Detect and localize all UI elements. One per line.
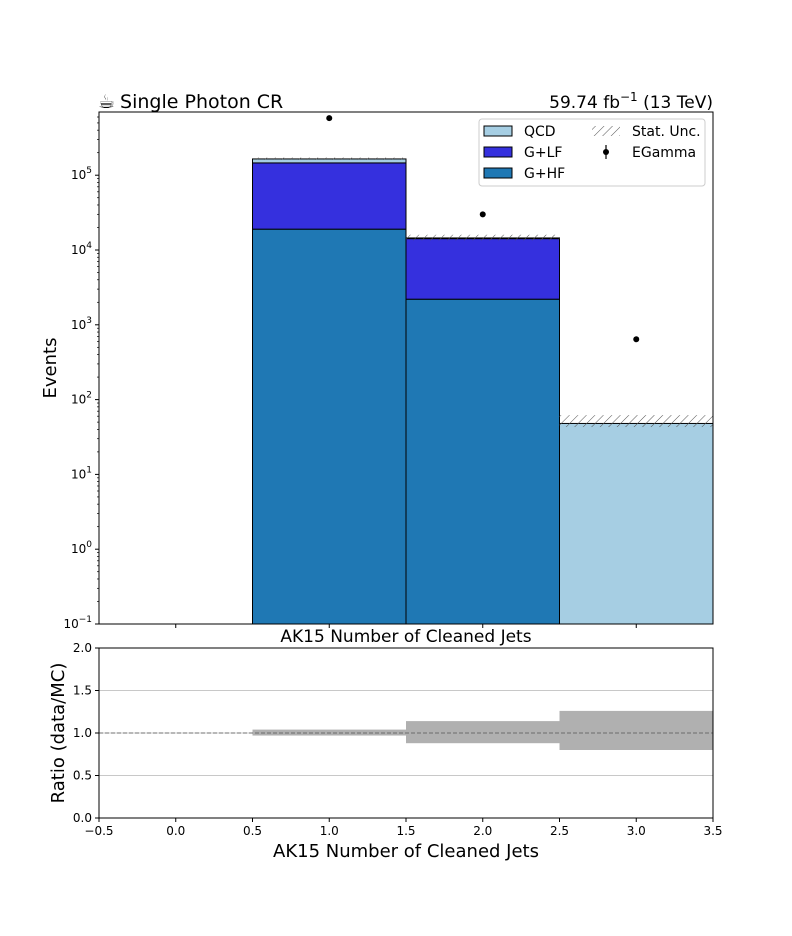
bar-qcd-bin-3 xyxy=(559,422,714,625)
legend-label-glf: G+LF xyxy=(524,145,562,161)
ratio-y-tick-label-2: 1.0 xyxy=(73,726,92,740)
coffee-cup-icon: ☕ xyxy=(98,91,115,113)
ratio-y-tick-label-4: 2.0 xyxy=(73,641,92,655)
main-y-tick-label-2: 101 xyxy=(71,465,92,481)
main-y-tick-label-0: 10−1 xyxy=(63,615,92,631)
legend-label-ghf: G+HF xyxy=(524,166,565,182)
bar-g-lf-bin-1 xyxy=(252,162,407,230)
main-y-tick-label-3: 102 xyxy=(71,391,92,407)
bar-g-hf-bin-2 xyxy=(405,298,560,625)
bar-g-lf-bin-2 xyxy=(405,238,560,300)
legend-label-qcd: QCD xyxy=(524,124,556,140)
ratio-x-tick-label-2: 0.5 xyxy=(243,824,262,838)
ratio-x-tick-label-1: 0.0 xyxy=(166,824,185,838)
main-y-tick-label-1: 100 xyxy=(71,540,92,556)
legend-swatch-qcd xyxy=(483,125,513,137)
stat-unc-bin-2 xyxy=(406,234,560,241)
ratio-unc-band-bin-0 xyxy=(252,729,406,736)
main-histogram-panel: 10−1 100 101 102 103 104 105 Events xyxy=(40,111,714,631)
ratio-unc-band-bin-2 xyxy=(559,710,713,750)
main-plot-frame xyxy=(98,111,714,625)
ratio-x-axis-label: AK15 Number of Cleaned Jets xyxy=(273,841,539,862)
legend-swatch-ghf xyxy=(483,167,513,179)
data-point-egamma-0 xyxy=(326,115,333,122)
legend-swatch-stat-unc xyxy=(592,126,620,136)
ratio-x-tick-label-5: 2.0 xyxy=(473,824,492,838)
ratio-y-tick-label-3: 1.5 xyxy=(73,684,92,698)
legend: QCD G+LF G+HF Stat. Unc. EGamma xyxy=(478,118,706,187)
ratio-x-tick-label-3: 1.0 xyxy=(320,824,339,838)
ratio-x-tick-label-0: −0.5 xyxy=(84,824,113,838)
luminosity-label: 59.74 fb−1 (13 TeV) xyxy=(549,90,713,113)
ratio-y-tick-label-0: 0.0 xyxy=(73,811,92,825)
main-y-axis-label: Events xyxy=(40,338,61,399)
ratio-x-tick-label-4: 1.5 xyxy=(396,824,415,838)
ratio-unc-band-bin-1 xyxy=(406,721,560,744)
legend-box xyxy=(478,118,706,187)
legend-marker-egamma xyxy=(603,149,609,155)
data-point-egamma-1 xyxy=(479,211,486,218)
legend-label-stat-unc: Stat. Unc. xyxy=(632,124,701,140)
bar-g-hf-bin-1 xyxy=(252,228,407,625)
data-point-egamma-2 xyxy=(633,336,640,343)
stat-unc-bin-1 xyxy=(252,157,406,160)
stat-unc-bin-3 xyxy=(559,415,713,428)
ratio-x-tick-label-8: 3.5 xyxy=(703,824,722,838)
ratio-panel: AK15 Number of Cleaned Jets 0.0 0.5 1.0 1.5… xyxy=(48,627,723,862)
main-y-tick-label-5: 104 xyxy=(71,241,92,257)
ratio-y-tick-label-1: 0.5 xyxy=(73,769,92,783)
ratio-x-tick-label-7: 3.0 xyxy=(627,824,646,838)
legend-swatch-glf xyxy=(483,146,513,158)
legend-label-egamma: EGamma xyxy=(632,145,696,161)
ratio-panel-title: AK15 Number of Cleaned Jets xyxy=(280,627,531,647)
ratio-x-tick-label-6: 2.5 xyxy=(550,824,569,838)
title: ☕ Single Photon CR xyxy=(98,91,283,113)
plot-header: ☕ Single Photon CR 59.74 fb−1 (13 TeV) xyxy=(98,90,713,113)
main-y-tick-label-4: 103 xyxy=(71,316,92,332)
ratio-y-axis-label: Ratio (data/MC) xyxy=(48,663,69,804)
main-y-tick-label-6: 105 xyxy=(71,166,92,182)
